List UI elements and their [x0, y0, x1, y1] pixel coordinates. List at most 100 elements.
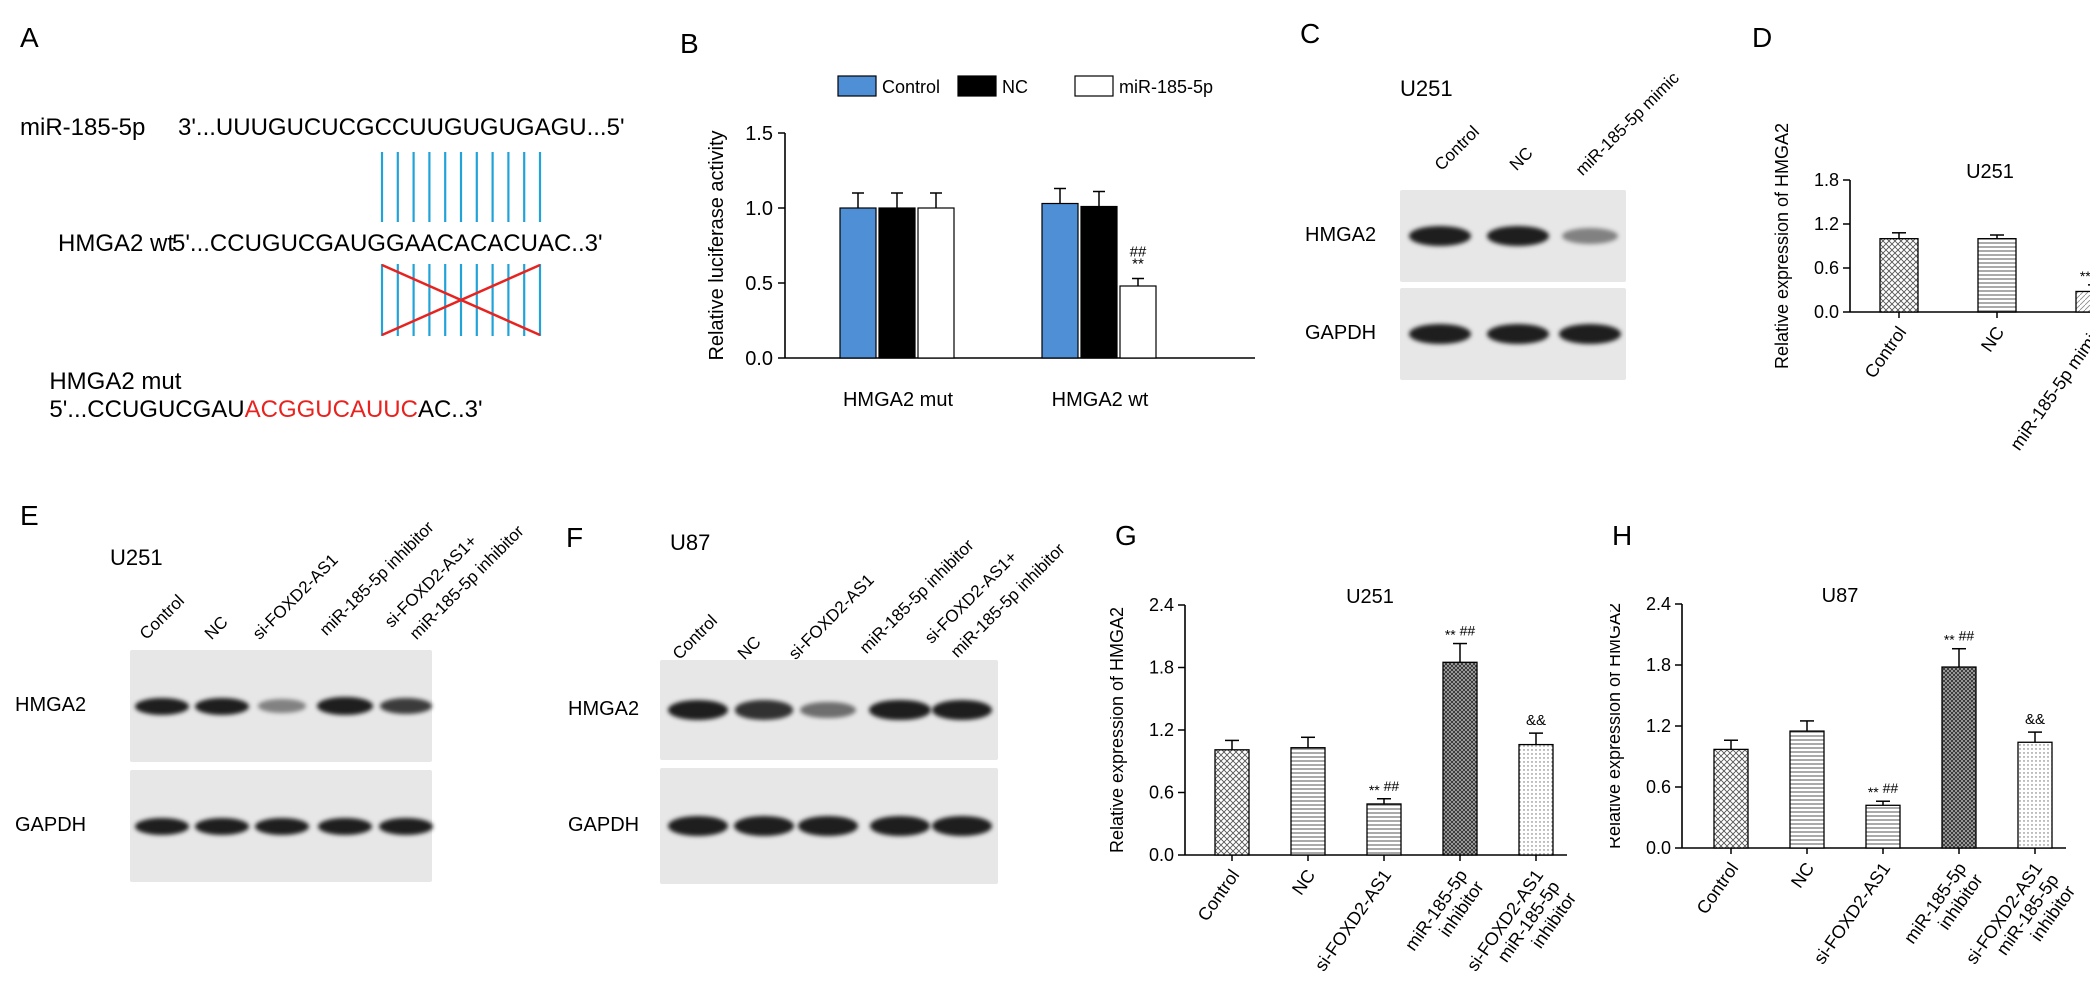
panel-label-d: D	[1752, 22, 1773, 53]
x-tick-label: miR-185-5p mimic	[2006, 323, 2090, 454]
blot-e-cell-line: U251	[110, 545, 163, 570]
x-tick-label-line: miR-185-5p mimic	[2006, 323, 2090, 454]
y-tick-label: 0.6	[1149, 783, 1174, 803]
significance-mark: &&	[2025, 711, 2045, 728]
blot-band-hmga2	[1562, 228, 1618, 244]
y-tick-label: 1.8	[1646, 655, 1671, 675]
bar	[1290, 747, 1326, 856]
wt-name: HMGA2 wt	[58, 230, 175, 257]
mut-seq-prefix: 5'...CCUGUCGAU	[49, 396, 245, 423]
x-tick-label: Control	[1861, 323, 1911, 382]
significance-mark: **	[1132, 256, 1144, 273]
bar	[2075, 290, 2090, 313]
bar	[2017, 741, 2053, 849]
blot-band-hmga2	[379, 698, 433, 714]
pairing-lines-bottom	[380, 264, 542, 336]
mir-sequence: 3'...UUUGUCUCGCCUUGUGUGAGU...5'	[178, 114, 625, 141]
blot-lane-label: miR-185-5p mimic	[1571, 68, 1683, 180]
blot-band-gapdh	[135, 817, 189, 835]
panel-label-a: A	[20, 22, 39, 53]
y-tick-label: 0.0	[745, 348, 773, 370]
blot-band-gapdh	[1559, 324, 1621, 344]
y-tick-label: 1.0	[745, 198, 773, 220]
x-tick-label: NC	[1977, 323, 2008, 356]
y-tick-label: 1.2	[1149, 720, 1174, 740]
x-tick-label: Control	[1693, 859, 1743, 918]
blot-band-hmga2	[257, 699, 307, 713]
y-tick-label: 0.6	[1646, 777, 1671, 797]
x-tick-label: HMGA2 wt	[1052, 389, 1149, 410]
mir-name: miR-185-5p	[20, 114, 146, 141]
y-tick-label: 1.2	[1814, 214, 1839, 234]
bar	[1119, 285, 1157, 359]
blot-band-hmga2	[1487, 226, 1549, 246]
panel-label-b: B	[680, 28, 699, 59]
bar	[1041, 202, 1079, 359]
x-tick-label-line: Control	[1693, 859, 1743, 918]
blot-band-gapdh	[798, 816, 858, 836]
y-tick-label: 1.2	[1646, 716, 1671, 736]
blot-c-cell-line: U251	[1400, 76, 1453, 101]
y-tick-label: 1.8	[1814, 170, 1839, 190]
blot-band-gapdh	[379, 817, 433, 835]
y-tick-label: 0.0	[1646, 838, 1671, 858]
blot-band-hmga2	[195, 697, 249, 715]
y-tick-label: 1.5	[745, 123, 773, 145]
x-tick-label: si-FOXD2-AS1	[1810, 859, 1895, 968]
blot-row-label: HMGA2	[1305, 224, 1377, 246]
blot-band-gapdh	[734, 816, 794, 836]
significance-mark: ** ##	[1868, 780, 1899, 800]
blot-band-hmga2	[800, 701, 856, 719]
bar	[1214, 749, 1250, 856]
blot-band-gapdh	[255, 817, 309, 835]
y-tick-label: 1.8	[1149, 658, 1174, 678]
panel-label-f: F	[566, 522, 584, 553]
panel-label-h: H	[1612, 520, 1633, 551]
x-tick-label: NC	[1288, 866, 1319, 899]
legend-label: Control	[882, 77, 940, 97]
mut-seq-suffix: AC..3'	[417, 396, 483, 423]
chart-title: U251	[1346, 586, 1394, 608]
y-tick-label: 0.5	[745, 273, 773, 295]
bar	[1713, 748, 1749, 849]
legend-swatch	[957, 75, 997, 97]
blot-band-hmga2	[734, 700, 794, 720]
mut-seq-mutated: ACGGUCAUUC	[244, 396, 418, 423]
bar	[1366, 803, 1402, 856]
significance-mark: &&	[1526, 712, 1546, 729]
y-axis-label: Relative expression of HMGA2	[1610, 603, 1624, 849]
x-tick-label: Control	[1194, 866, 1244, 925]
significance-mark: ** ##	[1445, 623, 1476, 643]
blot-row-label: HMGA2	[15, 694, 87, 716]
blot-band-gapdh	[668, 816, 728, 836]
blot-band-hmga2	[1409, 226, 1471, 246]
bar	[1941, 666, 1977, 849]
x-tick-label-line: Control	[1861, 323, 1911, 382]
mut-label: HMGA2 mut	[49, 368, 182, 395]
x-tick-label-line: NC	[1288, 866, 1319, 899]
pairing-lines	[380, 152, 542, 337]
chart-d-expression: Relative expression of HMGA2 U251 0.0 0.6 1.…	[1772, 123, 2090, 454]
y-tick-label: 0.6	[1814, 258, 1839, 278]
blot-band-gapdh	[1487, 324, 1549, 344]
bar	[1879, 238, 1919, 313]
x-tick-label-line: Control	[1194, 866, 1244, 925]
y-axis-label: Relative expression of HMGA2	[1772, 123, 1792, 369]
blot-band-hmga2	[869, 699, 931, 721]
x-tick-label-line: si-FOXD2-AS1	[1311, 866, 1396, 975]
bar	[878, 207, 916, 359]
bar	[917, 207, 955, 359]
bar	[1977, 238, 2017, 313]
blot-lane-label: NC	[1505, 143, 1537, 175]
chart-title: U87	[1822, 585, 1859, 607]
blot-row-label: GAPDH	[1305, 322, 1377, 344]
blot-row-label: GAPDH	[568, 814, 640, 836]
wt-sequence: 5'...CCUGUCGAUGGAACACACUAC..3'	[172, 230, 603, 257]
chart-g-expression: Relative expression of HMGA2 U251 0.0 0.6 1.…	[1110, 586, 1580, 975]
legend-label: miR-185-5p	[1119, 77, 1213, 97]
panel-label-e: E	[20, 500, 39, 531]
significance-mark: ** ##	[1369, 778, 1400, 798]
x-tick-label: si-FOXD2-AS1	[1311, 866, 1396, 975]
x-tick-label-line: NC	[1787, 859, 1818, 892]
mismatch-cross-line-2	[381, 263, 541, 337]
